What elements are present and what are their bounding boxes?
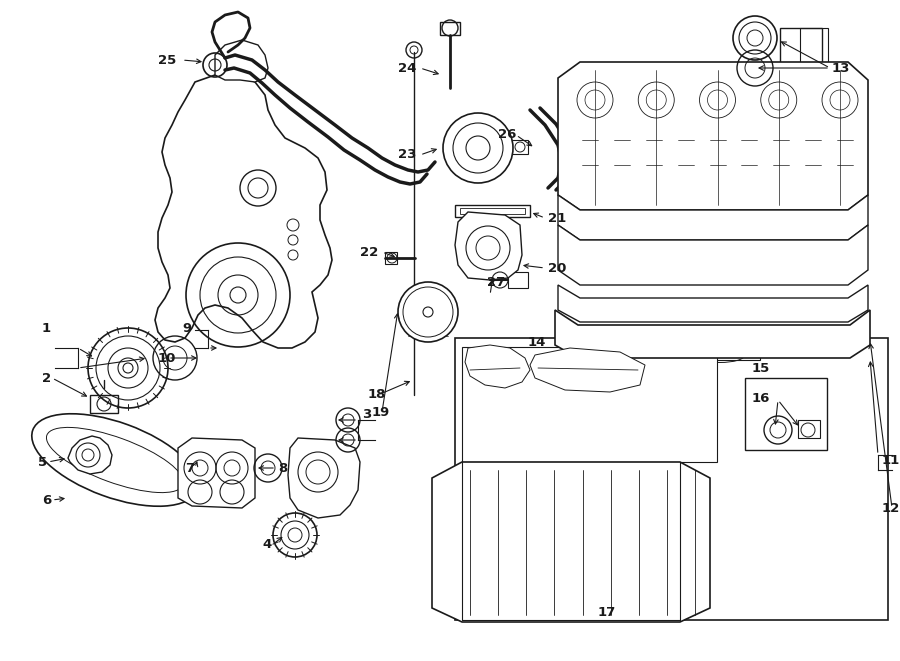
Bar bbox=[510, 140, 528, 154]
Text: 11: 11 bbox=[882, 453, 900, 467]
Text: 14: 14 bbox=[528, 336, 546, 348]
Bar bbox=[90, 395, 118, 413]
Text: 19: 19 bbox=[372, 405, 391, 418]
Text: 26: 26 bbox=[498, 128, 517, 141]
Polygon shape bbox=[558, 195, 868, 240]
Bar bbox=[385, 252, 397, 264]
Text: 13: 13 bbox=[832, 61, 850, 75]
Text: 25: 25 bbox=[158, 54, 176, 67]
Text: 2: 2 bbox=[42, 371, 51, 385]
Bar bbox=[455, 205, 530, 217]
Polygon shape bbox=[178, 438, 255, 508]
Text: 10: 10 bbox=[158, 352, 176, 364]
Text: 24: 24 bbox=[398, 61, 417, 75]
Polygon shape bbox=[68, 436, 112, 474]
Text: 1: 1 bbox=[42, 321, 51, 334]
Polygon shape bbox=[558, 285, 868, 322]
Bar bbox=[508, 272, 528, 288]
Bar bbox=[745, 378, 827, 450]
Text: 5: 5 bbox=[38, 455, 47, 469]
Text: 17: 17 bbox=[598, 605, 616, 619]
Polygon shape bbox=[155, 75, 332, 348]
Polygon shape bbox=[555, 310, 870, 358]
Text: 12: 12 bbox=[882, 502, 900, 514]
Text: 4: 4 bbox=[262, 539, 271, 551]
Bar bbox=[455, 338, 888, 620]
Polygon shape bbox=[530, 348, 645, 392]
Polygon shape bbox=[558, 225, 868, 285]
Text: 9: 9 bbox=[182, 321, 191, 334]
Text: 22: 22 bbox=[360, 245, 378, 258]
Text: 16: 16 bbox=[752, 391, 770, 405]
Text: 27: 27 bbox=[487, 276, 505, 288]
Circle shape bbox=[443, 113, 513, 183]
Polygon shape bbox=[455, 212, 522, 280]
Bar bbox=[460, 208, 525, 214]
Bar bbox=[680, 340, 760, 360]
Circle shape bbox=[398, 282, 458, 342]
Text: 20: 20 bbox=[548, 262, 566, 274]
Polygon shape bbox=[432, 462, 710, 622]
Bar bbox=[800, 28, 828, 83]
Bar bbox=[798, 420, 820, 438]
Circle shape bbox=[733, 16, 777, 60]
Bar bbox=[440, 22, 460, 35]
Bar bbox=[780, 28, 822, 83]
Text: 18: 18 bbox=[368, 389, 386, 401]
Text: 8: 8 bbox=[278, 461, 287, 475]
Bar bbox=[462, 347, 717, 462]
Text: 15: 15 bbox=[752, 362, 770, 375]
Polygon shape bbox=[288, 438, 360, 518]
Text: 23: 23 bbox=[398, 149, 417, 161]
Text: 21: 21 bbox=[548, 212, 566, 225]
Polygon shape bbox=[558, 62, 868, 210]
Ellipse shape bbox=[47, 428, 184, 492]
Polygon shape bbox=[465, 345, 530, 388]
Polygon shape bbox=[215, 40, 268, 82]
Text: 3: 3 bbox=[362, 408, 371, 422]
Text: 7: 7 bbox=[185, 461, 194, 475]
Text: 6: 6 bbox=[42, 494, 51, 506]
